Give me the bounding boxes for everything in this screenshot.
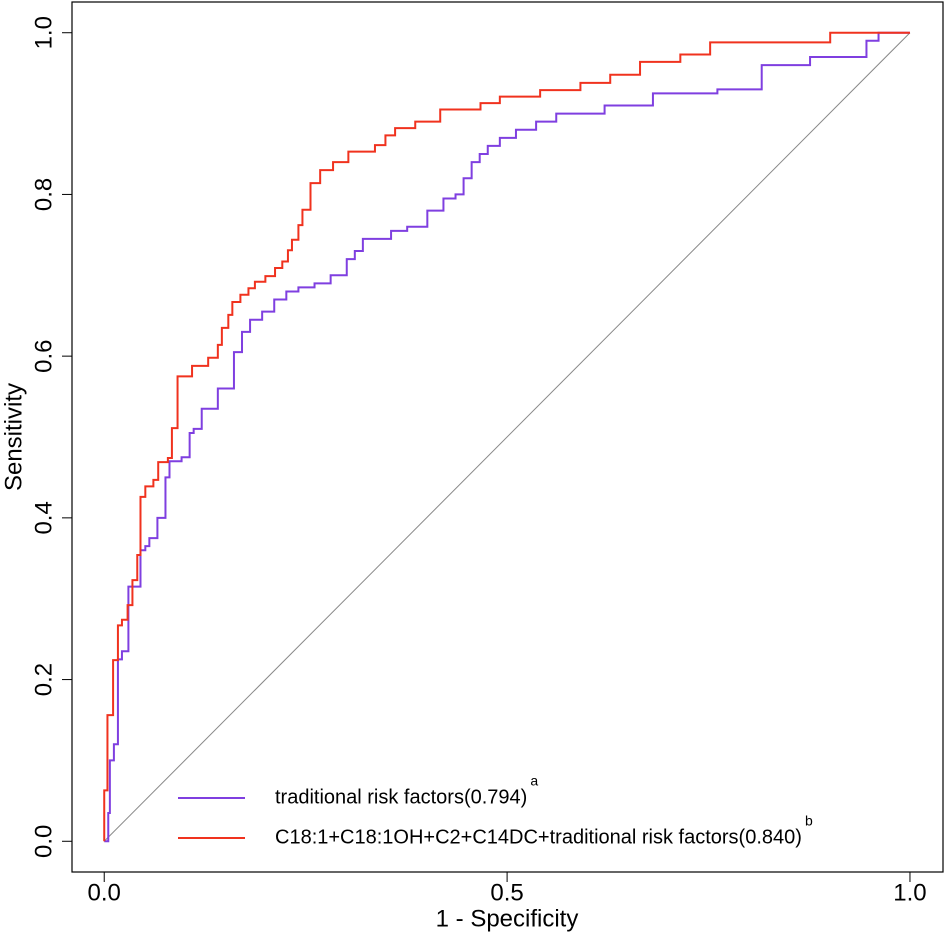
y-tick-label: 0.2 — [30, 663, 57, 696]
y-tick-label: 0.6 — [30, 339, 57, 372]
roc-curve — [103, 31, 910, 842]
x-tick-label: 1.0 — [893, 879, 926, 906]
roc-curve — [104, 31, 910, 843]
legend-superscript: a — [530, 773, 538, 789]
legend-label: C18:1+C18:1OH+C2+C14DC+traditional risk … — [275, 826, 802, 848]
legend-label: traditional risk factors(0.794) — [275, 786, 527, 808]
y-tick-label: 0.0 — [30, 825, 57, 858]
x-axis-label: 1 - Specificity — [436, 905, 579, 932]
legend-superscript: b — [805, 813, 813, 829]
reference-diagonal — [103, 32, 911, 842]
y-tick-label: 0.4 — [30, 501, 57, 534]
x-tick-label: 0.0 — [88, 879, 121, 906]
y-tick-label: 1.0 — [30, 16, 57, 49]
y-tick-label: 0.8 — [30, 178, 57, 211]
y-axis-label: Sensitivity — [0, 383, 27, 491]
x-tick-label: 0.5 — [490, 879, 523, 906]
